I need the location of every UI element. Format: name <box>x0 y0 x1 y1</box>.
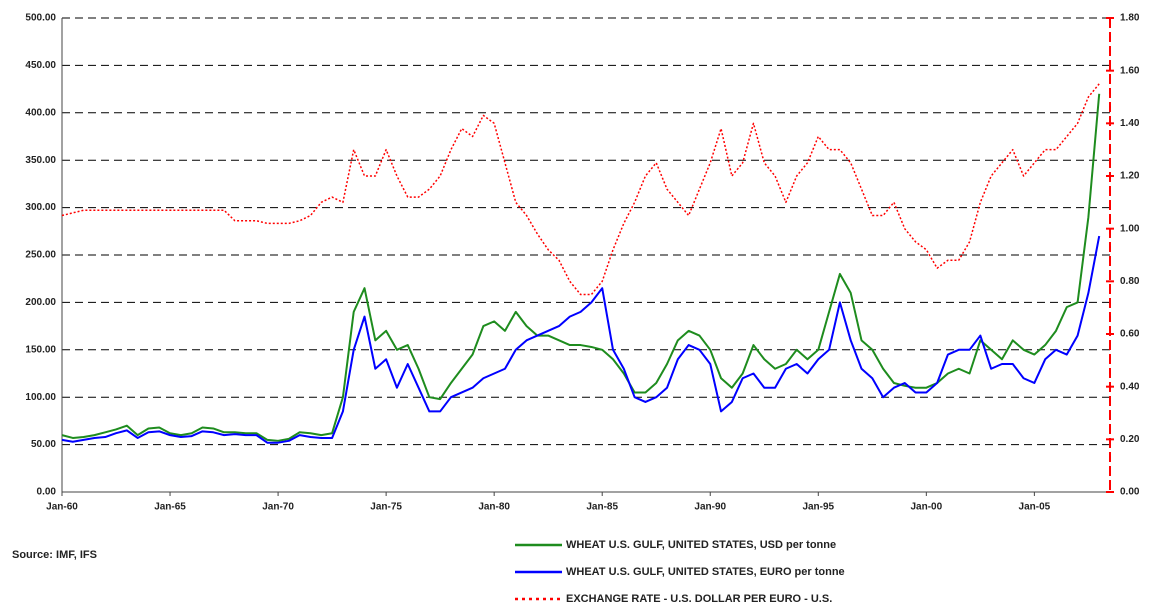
x-tick-label: Jan-85 <box>586 502 618 513</box>
y-tick-label: 0.00 <box>37 487 57 498</box>
x-tick-label: Jan-65 <box>154 502 186 513</box>
y2-tick-label: 1.00 <box>1120 223 1140 234</box>
legend-label: WHEAT U.S. GULF, UNITED STATES, EURO per… <box>566 566 845 578</box>
y-tick-label: 50.00 <box>31 439 56 450</box>
y2-tick-label: 0.00 <box>1120 487 1140 498</box>
series-line <box>61 83 1100 296</box>
y-tick-label: 200.00 <box>25 297 56 308</box>
y2-tick-label: 1.20 <box>1120 171 1140 182</box>
source: Source: IMF, IFS <box>12 549 97 561</box>
legend-label: EXCHANGE RATE - U.S. DOLLAR PER EURO - U… <box>566 593 832 605</box>
y-tick-label: 350.00 <box>25 155 56 166</box>
y-tick-label: 100.00 <box>25 392 56 403</box>
y2-tick-label: 1.60 <box>1120 65 1140 76</box>
x-tick-label: Jan-70 <box>262 502 294 513</box>
y-tick-label: 150.00 <box>25 344 56 355</box>
y2-tick-label: 0.40 <box>1120 381 1140 392</box>
series-line <box>61 235 1101 444</box>
y2-tick-label: 0.80 <box>1120 276 1140 287</box>
x-tick-label: Jan-80 <box>478 502 510 513</box>
y2-tick-label: 0.60 <box>1120 329 1140 340</box>
x-tick-label: Jan-75 <box>370 502 402 513</box>
y2-tick-label: 0.20 <box>1120 434 1140 445</box>
y-tick-label: 300.00 <box>25 202 56 213</box>
x-tick-label: Jan-60 <box>46 502 78 513</box>
x-tick-label: Jan-90 <box>694 502 726 513</box>
y2-tick-label: 1.80 <box>1120 13 1140 24</box>
legend-label: WHEAT U.S. GULF, UNITED STATES, USD per … <box>566 539 836 551</box>
x-tick-label: Jan-05 <box>1019 502 1051 513</box>
y-tick-label: 450.00 <box>25 60 56 71</box>
series-line <box>61 93 1101 442</box>
y-tick-label: 400.00 <box>25 107 56 118</box>
y-tick-label: 250.00 <box>25 250 56 261</box>
x-tick-label: Jan-95 <box>802 502 834 513</box>
y-tick-label: 500.00 <box>25 13 56 24</box>
x-tick-label: Jan-00 <box>910 502 942 513</box>
y2-tick-label: 1.40 <box>1120 118 1140 129</box>
